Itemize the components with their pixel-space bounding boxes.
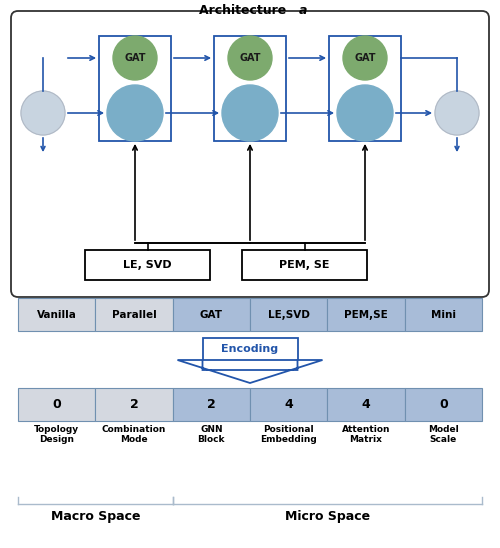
Text: GAT: GAT bbox=[124, 53, 146, 63]
Text: Mini: Mini bbox=[431, 310, 456, 319]
Text: GAT: GAT bbox=[240, 53, 261, 63]
Bar bbox=[404, 298, 482, 331]
Polygon shape bbox=[178, 360, 322, 383]
Circle shape bbox=[435, 91, 479, 135]
Text: LE,SVD: LE,SVD bbox=[268, 310, 310, 319]
Circle shape bbox=[343, 36, 387, 80]
Circle shape bbox=[222, 85, 278, 141]
Text: Attention
Matrix: Attention Matrix bbox=[342, 425, 390, 444]
Text: 0: 0 bbox=[439, 398, 448, 411]
Text: 4: 4 bbox=[284, 398, 293, 411]
Text: Topology
Design: Topology Design bbox=[34, 425, 79, 444]
Text: 0: 0 bbox=[52, 398, 61, 411]
Bar bbox=[18, 388, 96, 421]
Text: Parallel: Parallel bbox=[112, 310, 156, 319]
Bar bbox=[242, 250, 367, 280]
Text: Encoding: Encoding bbox=[222, 344, 278, 354]
Bar bbox=[328, 298, 404, 331]
Circle shape bbox=[337, 85, 393, 141]
Text: 4: 4 bbox=[362, 398, 370, 411]
Text: GAT: GAT bbox=[200, 310, 223, 319]
Text: Positional
Embedding: Positional Embedding bbox=[260, 425, 317, 444]
Bar bbox=[99, 36, 171, 141]
Circle shape bbox=[21, 91, 65, 135]
Bar bbox=[96, 298, 172, 331]
Text: Micro Space: Micro Space bbox=[285, 510, 370, 523]
Text: GAT: GAT bbox=[354, 53, 376, 63]
Bar bbox=[172, 388, 250, 421]
Bar bbox=[328, 388, 404, 421]
Circle shape bbox=[107, 85, 163, 141]
Text: a: a bbox=[299, 3, 307, 16]
Text: Model
Scale: Model Scale bbox=[428, 425, 458, 444]
Circle shape bbox=[228, 36, 272, 80]
Text: PEM,SE: PEM,SE bbox=[344, 310, 388, 319]
Text: Combination
Mode: Combination Mode bbox=[102, 425, 166, 444]
Bar bbox=[250, 388, 328, 421]
Bar bbox=[404, 388, 482, 421]
Text: Macro Space: Macro Space bbox=[50, 510, 140, 523]
Text: 2: 2 bbox=[207, 398, 216, 411]
Text: 2: 2 bbox=[130, 398, 138, 411]
Circle shape bbox=[113, 36, 157, 80]
Text: Vanilla: Vanilla bbox=[36, 310, 76, 319]
Text: GNN
Block: GNN Block bbox=[198, 425, 225, 444]
Bar bbox=[214, 36, 286, 141]
Bar bbox=[250, 298, 328, 331]
Bar bbox=[329, 36, 401, 141]
FancyBboxPatch shape bbox=[11, 11, 489, 297]
Bar bbox=[202, 338, 298, 360]
Text: PEM, SE: PEM, SE bbox=[279, 260, 330, 270]
Text: LE, SVD: LE, SVD bbox=[123, 260, 172, 270]
Bar bbox=[85, 250, 210, 280]
Text: Architecture: Architecture bbox=[199, 3, 291, 16]
Bar bbox=[172, 298, 250, 331]
Bar bbox=[96, 388, 172, 421]
Bar bbox=[18, 298, 96, 331]
